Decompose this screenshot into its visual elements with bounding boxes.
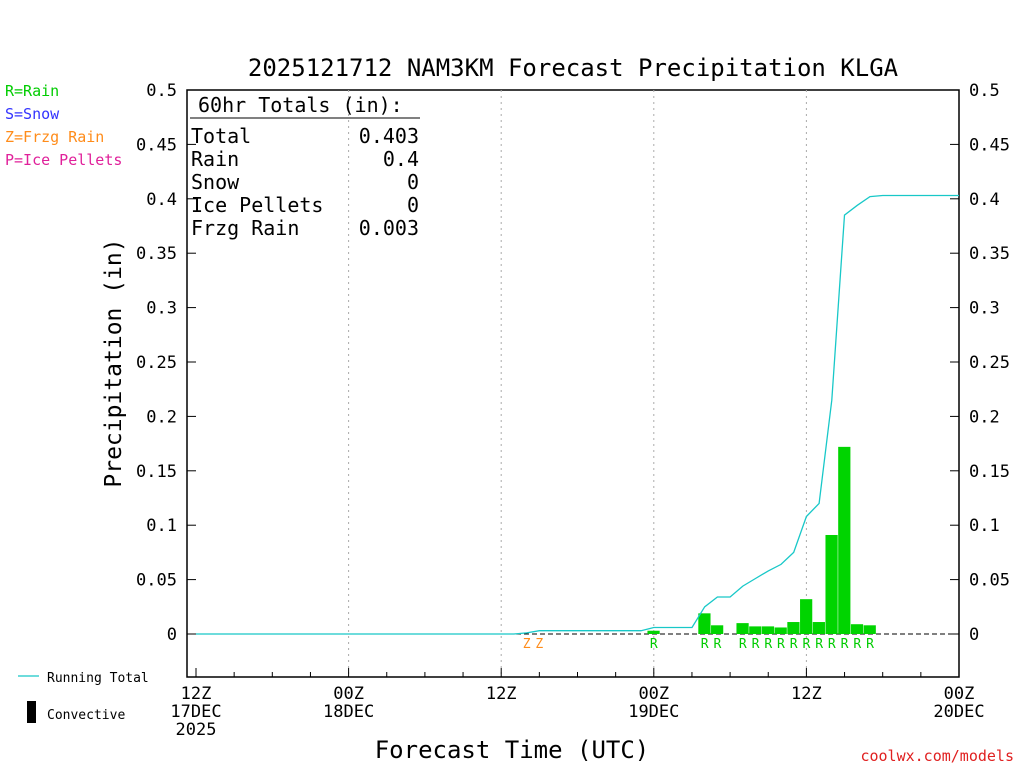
bar-type-label: R — [841, 637, 849, 652]
precip-bar — [787, 622, 800, 634]
x-tick-label: 00Z — [333, 684, 364, 704]
precip-bar — [825, 534, 838, 634]
x-tick-label: 20DEC — [933, 702, 984, 722]
running-total-line — [196, 194, 959, 635]
y-tick-label-left: 0.3 — [146, 299, 177, 319]
totals-row-value: 0.403 — [359, 124, 419, 148]
precip-bar — [774, 627, 787, 634]
legend-type-3: P=Ice Pellets — [5, 151, 122, 169]
y-tick-label-left: 0 — [167, 625, 177, 645]
x-tick-label: 19DEC — [628, 702, 679, 722]
totals-row-label: Frzg Rain — [191, 216, 299, 240]
bar-type-label: R — [713, 637, 721, 652]
x-tick-label: 12Z — [181, 684, 212, 704]
bar-type-label: R — [853, 637, 861, 652]
precip-bar — [863, 625, 876, 634]
convective-legend-label: Convective — [47, 708, 125, 723]
precip-bar — [838, 446, 851, 634]
totals-row-value: 0.4 — [383, 147, 419, 171]
site-credit: coolwx.com/models — [860, 747, 1014, 765]
bar-type-label: R — [866, 637, 874, 652]
bar-type-label: R — [802, 637, 810, 652]
y-tick-label-right: 0.5 — [969, 81, 1000, 101]
y-tick-label-right: 0.45 — [969, 135, 1010, 155]
running-total-series — [196, 194, 959, 635]
y-tick-label-left: 0.4 — [146, 190, 177, 210]
y-tick-label-left: 0.35 — [136, 244, 177, 264]
convective-legend-swatch — [27, 701, 36, 723]
x-tick-label: 12Z — [486, 684, 517, 704]
y-tick-label-left: 0.25 — [136, 353, 177, 373]
y-axis-label: Precipitation (in) — [101, 238, 127, 487]
bar-type-label: R — [790, 637, 798, 652]
y-tick-label-right: 0 — [969, 625, 979, 645]
y-tick-label-left: 0.45 — [136, 135, 177, 155]
bar-type-label: Z — [535, 637, 543, 652]
totals-box: 60hr Totals (in): Total 0.403 Rain 0.4 Snow 0… — [190, 93, 420, 240]
precip-bar — [749, 626, 762, 634]
y-tick-label-right: 0.05 — [969, 571, 1010, 591]
bar-type-label: R — [650, 637, 658, 652]
y-tick-label-left: 0.1 — [146, 516, 177, 536]
totals-heading: 60hr Totals (in): — [198, 93, 403, 117]
precip-bar — [812, 622, 825, 634]
totals-row-value: 0 — [407, 193, 419, 217]
y-tick-label-left: 0.15 — [136, 462, 177, 482]
legend-type-1: S=Snow — [5, 105, 60, 123]
bar-type-label: Z — [523, 637, 531, 652]
x-axis-label: Forecast Time (UTC) — [375, 736, 650, 764]
precip-bar — [761, 626, 775, 634]
x-tick-label: 17DEC — [170, 702, 221, 722]
convective-legend: Convective — [27, 701, 125, 723]
x-tick-label: 2025 — [176, 720, 217, 740]
precip-bar — [711, 625, 724, 634]
running-total-legend: Running Total — [18, 671, 149, 686]
y-tick-label-right: 0.1 — [969, 516, 1000, 536]
y-tick-label-left: 0.2 — [146, 407, 177, 427]
bar-type-label: R — [764, 637, 772, 652]
y-axis-left: 0 0.05 0.1 0.15 0.2 0.25 0.3 0.35 0.4 0.45 0.5 — [136, 81, 196, 645]
running-total-legend-label: Running Total — [47, 671, 149, 686]
totals-row-label: Snow — [191, 170, 240, 194]
chart-title: 2025121712 NAM3KM Forecast Precipitation… — [248, 54, 899, 82]
precip-bar — [698, 613, 711, 634]
bar-series — [647, 446, 876, 634]
bar-type-label: R — [777, 637, 785, 652]
totals-row-label: Total — [191, 124, 251, 148]
totals-row-value: 0 — [407, 170, 419, 194]
y-tick-label-left: 0.5 — [146, 81, 177, 101]
precip-bar — [647, 630, 660, 634]
y-tick-label-right: 0.35 — [969, 244, 1010, 264]
y-tick-label-right: 0.25 — [969, 353, 1010, 373]
precip-bar — [736, 623, 749, 634]
totals-row-label: Rain — [191, 147, 239, 171]
totals-row-label: Ice Pellets — [191, 193, 323, 217]
precip-bar — [800, 599, 813, 634]
x-tick-label: 00Z — [944, 684, 975, 704]
legend-type-2: Z=Frzg Rain — [5, 128, 104, 146]
y-tick-label-right: 0.15 — [969, 462, 1010, 482]
legend-type-0: R=Rain — [5, 82, 59, 100]
bar-type-label: R — [828, 637, 836, 652]
bar-type-label: R — [701, 637, 709, 652]
y-tick-label-right: 0.2 — [969, 407, 1000, 427]
x-tick-label: 00Z — [638, 684, 669, 704]
totals-row-value: 0.003 — [359, 216, 419, 240]
precip-type-legend: R=Rain S=Snow Z=Frzg Rain P=Ice Pellets — [5, 82, 122, 169]
y-tick-label-right: 0.3 — [969, 299, 1000, 319]
bar-type-label: R — [815, 637, 823, 652]
precip-bar — [850, 624, 864, 634]
x-tick-label: 18DEC — [323, 702, 374, 722]
y-tick-label-right: 0.4 — [969, 190, 1000, 210]
plot-area — [186, 89, 960, 678]
y-axis-right: 0 0.05 0.1 0.15 0.2 0.25 0.3 0.35 0.4 0.45 0.5 — [950, 81, 1010, 645]
bar-type-label: R — [739, 637, 747, 652]
x-tick-label: 12Z — [791, 684, 822, 704]
bar-type-label: R — [752, 637, 760, 652]
y-tick-label-left: 0.05 — [136, 571, 177, 591]
